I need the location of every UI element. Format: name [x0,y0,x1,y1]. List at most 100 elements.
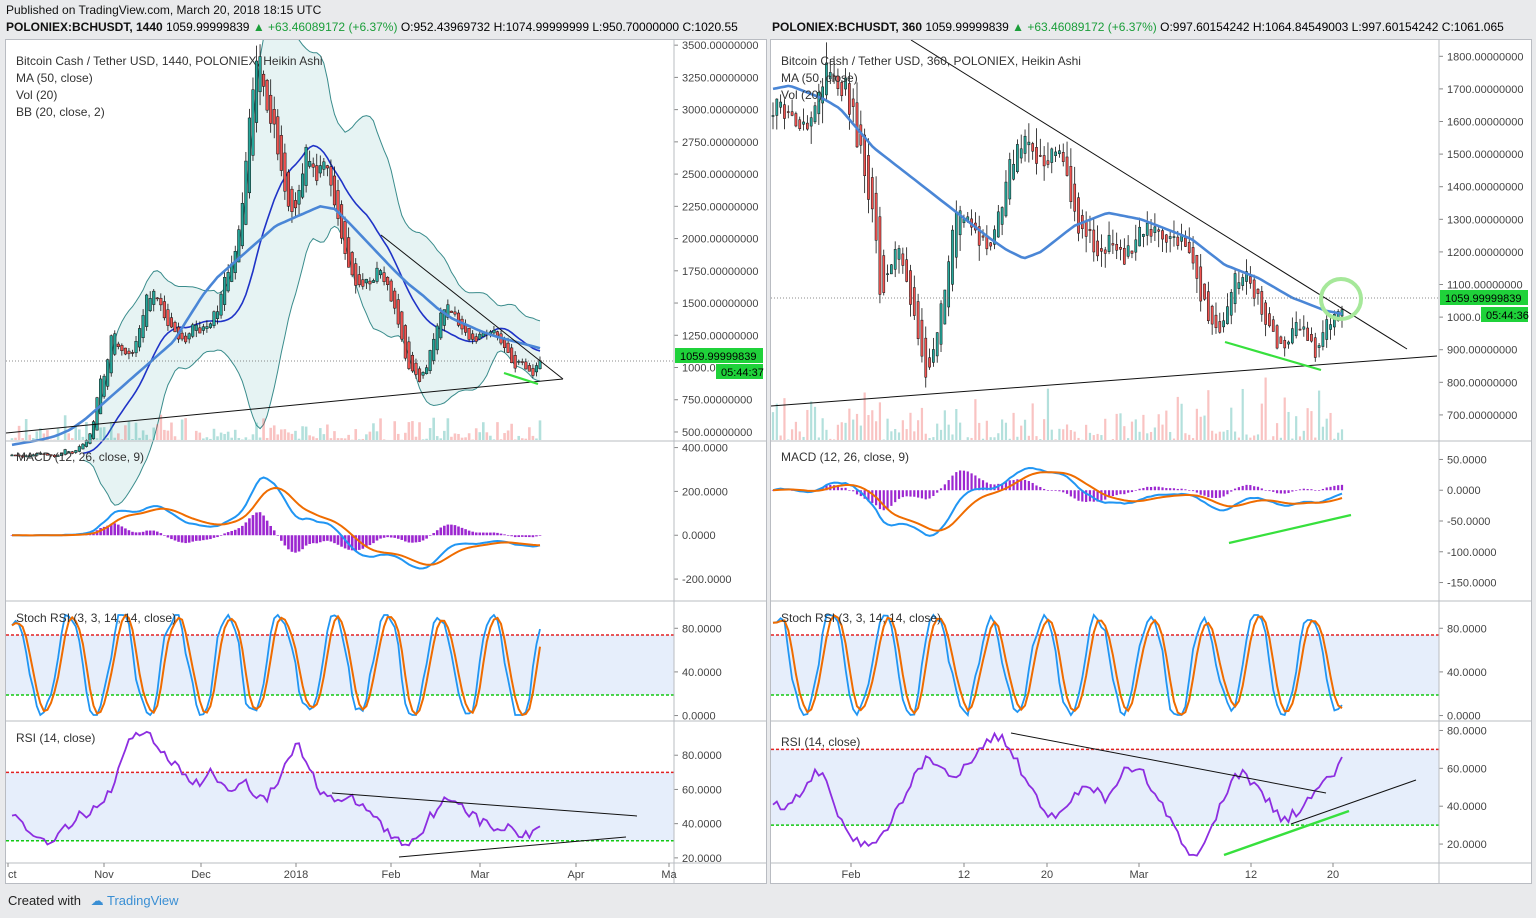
macd-histogram-bar [159,533,163,536]
macd-histogram-bar [457,526,460,536]
candle [453,306,457,317]
candle-body [771,115,775,117]
volume-bar [226,431,230,440]
left-low: L:950.70000000 [592,20,680,34]
candle [474,333,478,344]
macd-histogram-bar [184,535,187,544]
candle-body [471,333,475,340]
volume-bar [905,429,908,440]
macd-histogram-bar [262,515,265,536]
candle [45,453,49,456]
volume-bar [886,418,889,440]
candle [283,143,287,200]
tradingview-logo[interactable]: ☁ TradingView [90,893,179,908]
macd-histogram-bar [962,470,966,491]
candle-body [109,335,113,374]
volume-bar [535,438,538,440]
footer: Created with ☁ TradingView [8,893,179,909]
macd-histogram-bar [1180,488,1183,491]
macd-histogram-bar [435,530,439,536]
macd-histogram-bar [1046,490,1050,491]
candle-body [1000,207,1004,225]
candle [421,371,425,379]
volume-bar [855,413,859,440]
volume-bar [262,418,265,440]
candle [127,347,131,360]
left-chart-svg[interactable]: 500.00000000750.000000001000.00000000125… [6,40,766,883]
volume-bar [1046,388,1050,440]
volume-bar [478,432,482,440]
volume-bar [205,437,209,440]
candle-body [1256,288,1260,294]
volume-bar [503,433,506,440]
candle-body [52,454,57,457]
volume-bar [134,422,138,440]
volume-bar [322,434,326,440]
right-legend-ma: MA (50, close) [781,71,858,85]
candle [534,362,539,377]
volume-bar [1054,439,1057,440]
candle-body [1096,240,1099,257]
candle-body [1206,291,1210,322]
candle [1252,274,1256,307]
volume-bar [1043,419,1046,440]
bollinger-band-fill [82,40,540,506]
candle [17,453,21,457]
candle-body [315,165,319,181]
candle [1203,283,1206,301]
macd-histogram-bar [1023,479,1027,491]
candle [70,450,74,455]
candle [1325,310,1329,348]
macd-histogram-bar [1295,490,1298,491]
candle [205,320,209,333]
macd-histogram-bar [1283,490,1286,494]
candle [315,153,319,186]
macd-histogram-bar [127,530,131,536]
candle [939,300,943,352]
candle [318,155,322,178]
macd-histogram-bar [492,532,496,536]
right-chart-svg[interactable]: 700.00000000800.00000000900.000000001000… [771,40,1531,883]
volume-bar [435,436,439,440]
candle-body [425,367,429,375]
macd-histogram-bar [966,471,969,491]
candle [134,335,138,357]
candle-body [382,272,386,283]
candle-body [1302,326,1306,330]
candle [993,225,996,250]
rsi-band [771,749,1439,826]
candle [290,186,294,223]
candle [1019,134,1023,164]
candle-body [832,75,836,77]
candle [1103,246,1107,268]
y-tick-label: 60.0000 [1447,763,1487,775]
candle-body [510,347,514,364]
candle-body [1027,141,1031,146]
y-tick-label: 80.0000 [1447,623,1487,635]
right-change: ▲ +63.46089172 (+6.37%) [1012,20,1157,34]
trendline [503,371,539,386]
candle-body [1073,183,1077,212]
candle-body [916,301,920,339]
macd-histogram-bar [474,532,478,536]
candle [116,341,120,350]
right-chart[interactable]: 700.00000000800.00000000900.000000001000… [770,39,1532,884]
volume-bar [1142,414,1145,440]
left-chart[interactable]: 500.00000000750.000000001000.00000000125… [5,39,767,884]
macd-histogram-bar [1020,479,1023,491]
candle [123,347,127,356]
candle-body [924,337,928,378]
volume-bar [237,437,241,440]
macd-histogram-bar [1302,488,1305,491]
candle [201,323,205,335]
macd-histogram-bar [499,533,503,536]
macd-histogram-bar [311,535,315,544]
macd-histogram-bar [1260,488,1263,491]
x-tick-label: Ma [661,869,677,881]
candle-body [893,249,897,270]
candle-body [870,177,874,210]
candle [138,325,142,352]
candle [272,96,276,139]
y-tick-label: -150.0000 [1447,578,1497,590]
candle [262,70,266,97]
